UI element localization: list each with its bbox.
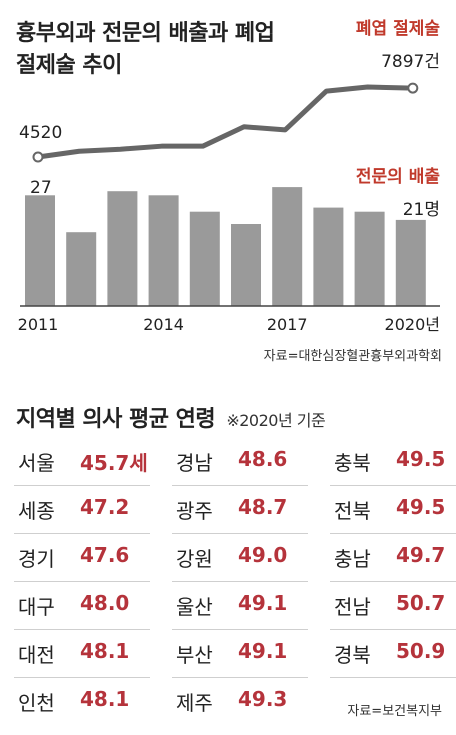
table-note: ※2020년 기준 (226, 411, 326, 430)
table-cell: 인천 48.1 (14, 678, 150, 725)
legend-line-series: 폐엽 절제술 (356, 18, 440, 39)
region-age: 47.6 (80, 543, 130, 567)
table-title: 지역별 의사 평균 연령 ※2020년 기준 (16, 401, 326, 433)
region-age: 49.0 (238, 543, 288, 567)
region-age: 49.3 (238, 687, 288, 711)
region-name: 대구 (18, 595, 55, 619)
table-column-2: 경남 48.6 광주 48.7 강원 49.0 울산 49.1 부산 49.1 제주 49.… (172, 438, 308, 725)
region-age: 49.7 (396, 543, 446, 567)
bar (66, 232, 97, 306)
bar (354, 211, 385, 306)
table-cell: 울산 49.1 (172, 582, 308, 630)
region-age: 48.0 (80, 591, 130, 615)
region-age: 48.1 (80, 639, 130, 663)
table-cell: 대전 48.1 (14, 630, 150, 678)
chart-source: 자료=대한심장혈관흉부외과학회 (263, 349, 442, 364)
table-cell: 제주 49.3 (172, 678, 308, 725)
line-series (35, 84, 416, 160)
region-name: 전남 (334, 595, 371, 619)
line-start-point (32, 151, 44, 163)
region-name: 충남 (334, 547, 371, 571)
legend-bar-series: 전문의 배출 (356, 167, 440, 187)
bar (189, 211, 220, 306)
table-cell: 전남 50.7 (330, 582, 456, 630)
x-tick-label: 2014 (143, 315, 184, 334)
table-column-3: 충북 49.5 전북 49.5 충남 49.7 전남 50.7 경북 50.9 (330, 438, 456, 678)
region-name: 경남 (176, 451, 213, 475)
region-age: 45.7세 (80, 451, 148, 475)
x-tick-label: 2017 (267, 315, 308, 334)
bar (107, 191, 138, 306)
table-cell: 경기 47.6 (14, 534, 150, 582)
table-title-text: 지역별 의사 평균 연령 (16, 407, 216, 432)
bar (231, 224, 261, 306)
region-name: 서울 (18, 451, 55, 475)
region-name: 광주 (176, 499, 213, 523)
bar (395, 219, 426, 306)
table-cell: 대구 48.0 (14, 582, 150, 630)
region-name: 충북 (334, 451, 371, 475)
table-cell: 경북 50.9 (330, 630, 456, 678)
region-age: 49.1 (238, 639, 288, 663)
region-name: 인천 (18, 691, 55, 715)
region-name: 강원 (176, 547, 213, 571)
chart-title: 흉부외과 전문의 배출과 폐업 절제술 추이 (16, 21, 275, 78)
region-name: 세종 (18, 499, 55, 523)
table-cell: 강원 49.0 (172, 534, 308, 582)
region-age: 48.7 (238, 495, 288, 519)
region-age: 47.2 (80, 495, 130, 519)
region-age-table: 서울 45.7세 세종 47.2 경기 47.6 대구 48.0 대전 48.1 인천 48… (14, 438, 456, 728)
region-age: 48.1 (80, 687, 130, 711)
region-age: 49.5 (396, 495, 446, 519)
region-name: 전북 (334, 499, 371, 523)
table-cell: 광주 48.7 (172, 486, 308, 534)
region-name: 경북 (334, 643, 371, 667)
line-end-point (407, 82, 419, 94)
bar (25, 195, 55, 306)
region-age: 49.1 (238, 591, 288, 615)
line-first-label: 4520 (19, 123, 62, 143)
table-cell: 서울 45.7세 (14, 438, 150, 486)
line-last-label: 7897건 (381, 52, 440, 72)
table-cell: 충북 49.5 (330, 438, 456, 486)
region-name: 부산 (176, 643, 213, 667)
table-cell: 세종 47.2 (14, 486, 150, 534)
x-tick-label: 2011 (18, 315, 59, 334)
region-age: 50.9 (396, 639, 446, 663)
bar (148, 195, 179, 306)
table-cell: 충남 49.7 (330, 534, 456, 582)
bar (272, 187, 303, 306)
bar-last-label: 21명 (403, 200, 440, 220)
region-name: 대전 (18, 643, 55, 667)
region-name: 울산 (176, 595, 213, 619)
region-age: 48.6 (238, 447, 288, 471)
table-column-1: 서울 45.7세 세종 47.2 경기 47.6 대구 48.0 대전 48.1 인천 48… (14, 438, 150, 725)
region-age: 49.5 (396, 447, 446, 471)
x-tick-label: 2020년 (385, 315, 440, 334)
table-cell: 부산 49.1 (172, 630, 308, 678)
bar (313, 207, 344, 306)
table-cell: 경남 48.6 (172, 438, 308, 486)
bar-first-label: 27 (30, 178, 52, 198)
region-name: 경기 (18, 547, 55, 571)
table-cell: 전북 49.5 (330, 486, 456, 534)
region-name: 제주 (176, 691, 213, 715)
table-source: 자료=보건복지부 (347, 704, 442, 719)
region-age: 50.7 (396, 591, 446, 615)
